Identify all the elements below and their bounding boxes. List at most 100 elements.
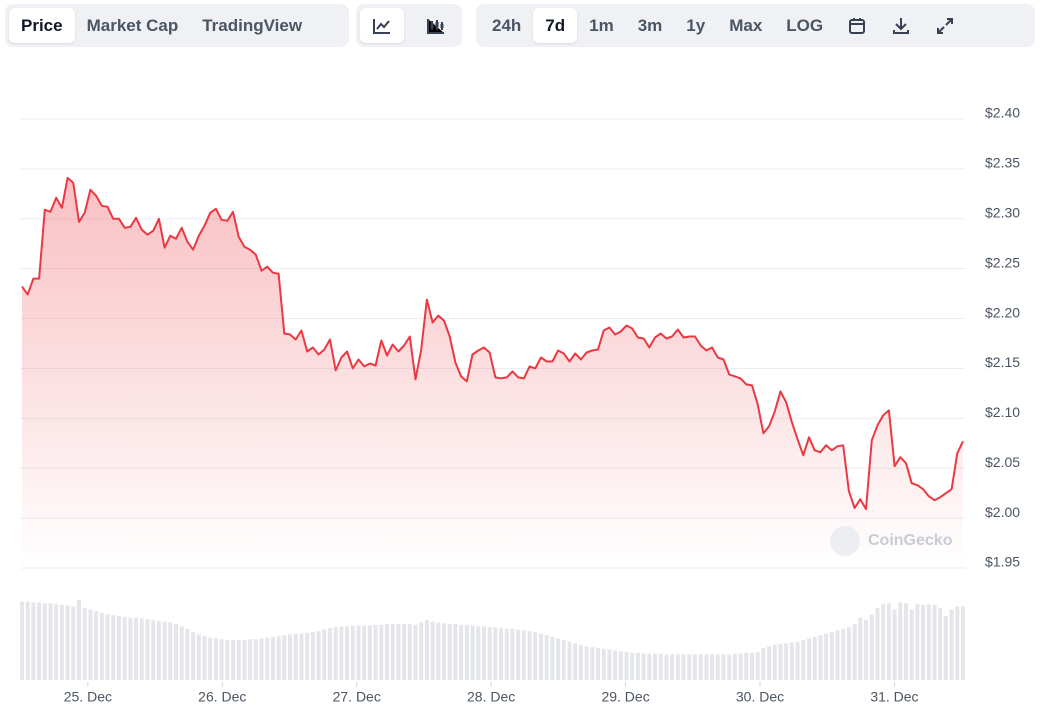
volume-bar (915, 604, 920, 680)
volume-bar (527, 631, 532, 680)
volume-bar (607, 649, 612, 680)
volume-bar (345, 626, 350, 680)
volume-bar (710, 654, 715, 680)
volume-bar (54, 604, 59, 680)
volume-bar (584, 646, 589, 680)
volume-bar (715, 654, 720, 680)
volume-bar (864, 620, 869, 680)
volume-bar (208, 637, 213, 680)
calendar-icon[interactable] (835, 8, 879, 43)
volume-bar (265, 637, 270, 680)
volume-bar (139, 618, 144, 680)
volume-bar (339, 626, 344, 680)
volume-bar (801, 640, 806, 680)
volume-bar (499, 628, 504, 680)
volume-bar (795, 641, 800, 680)
x-tick-label: 30. Dec (736, 689, 784, 705)
range[interactable]: 7d (533, 8, 578, 43)
volume-bar (20, 601, 24, 680)
area (22, 177, 963, 568)
line-icon[interactable] (360, 8, 404, 43)
volume-bar (961, 606, 965, 680)
volume-bar (898, 602, 903, 680)
volume-bar (618, 651, 623, 680)
volume-bar (481, 626, 486, 680)
volume-bar (772, 644, 777, 680)
y-tick-label: $1.95 (985, 554, 1020, 570)
volume-bar (202, 636, 207, 680)
volume-bar (299, 633, 304, 680)
y-tick-label: $2.30 (985, 204, 1020, 220)
volume-bar (236, 640, 241, 680)
volume-bar (327, 628, 332, 680)
volume-bar (316, 631, 321, 680)
volume-bar (225, 640, 230, 680)
x-tick-label: 25. Dec (64, 689, 112, 705)
volume-bar (653, 653, 658, 680)
volume-bar (692, 654, 697, 680)
volume-bar (767, 646, 772, 680)
x-tick-label: 26. Dec (198, 689, 246, 705)
volume-bar (213, 638, 218, 680)
candle-icon[interactable] (414, 8, 458, 43)
volume-bar (379, 624, 384, 680)
volume-bar (778, 644, 783, 680)
volume-bar (624, 652, 629, 680)
price-line (21, 176, 964, 511)
volume-bar (932, 604, 937, 680)
range[interactable]: 24h (492, 15, 522, 35)
volume-bar (789, 642, 794, 680)
y-tick-label: $2.05 (985, 454, 1020, 470)
x-tick-label: 27. Dec (333, 689, 381, 705)
volume-bar (949, 609, 954, 680)
tab[interactable]: Price (9, 8, 75, 43)
volume-bar (367, 625, 372, 680)
volume-bar (841, 628, 846, 680)
volume-bar (77, 600, 82, 680)
volume-bar (521, 630, 526, 680)
volume-bar (687, 654, 692, 680)
range[interactable]: 3m (637, 15, 663, 35)
tab[interactable]: Market Cap (86, 15, 179, 35)
tab[interactable]: TradingView (202, 15, 303, 35)
volume-bar (590, 647, 595, 680)
volume-bar (162, 621, 167, 680)
volume-bar (567, 641, 572, 680)
x-tick-label: 31. Dec (870, 689, 918, 705)
watermark: CoinGecko (868, 532, 953, 549)
volume-bar (282, 635, 287, 680)
range[interactable]: Max (729, 15, 763, 35)
volume-bar (578, 644, 583, 680)
volume-bar (470, 625, 475, 680)
volume-bar (442, 623, 447, 680)
volume-bar (812, 636, 817, 680)
volume-bar (675, 654, 680, 680)
volume-bar (875, 608, 880, 680)
volume-bar (447, 624, 452, 680)
volume-bar (305, 632, 310, 680)
volume-bar (818, 635, 823, 680)
volume-bar (955, 606, 960, 680)
volume-bar (350, 625, 355, 680)
volume-bar (544, 635, 549, 680)
volume-bar (407, 624, 412, 680)
download-icon[interactable] (879, 8, 923, 43)
volume-bar (829, 632, 834, 680)
range[interactable]: 1y (686, 15, 706, 35)
range[interactable]: LOG (786, 15, 824, 35)
y-tick-label: $2.25 (985, 254, 1020, 270)
y-tick-label: $2.00 (985, 504, 1020, 520)
volume-bar (111, 615, 116, 680)
volume-bar (99, 612, 104, 680)
volume-bar (596, 648, 601, 680)
expand-icon[interactable] (923, 8, 967, 43)
range[interactable]: 1m (589, 15, 614, 35)
volume-bar (938, 608, 943, 680)
volume-bar (761, 648, 766, 680)
volume-bar (42, 603, 47, 680)
volume-bar (738, 653, 743, 680)
y-tick-label: $2.15 (985, 354, 1020, 370)
volume-bar (807, 638, 812, 680)
volume-bar (556, 638, 561, 680)
